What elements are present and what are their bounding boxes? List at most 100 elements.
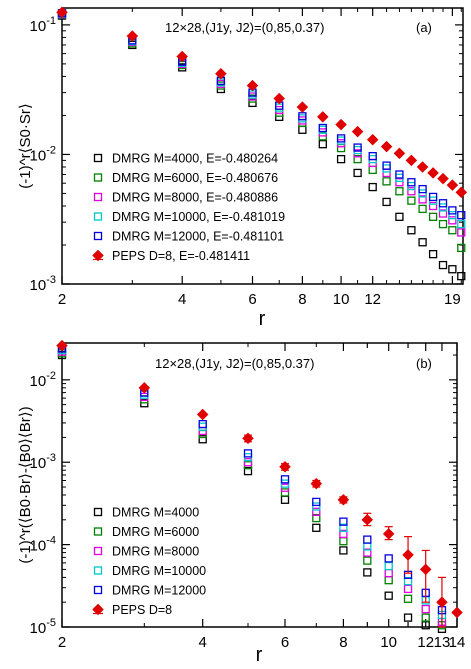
data-point bbox=[437, 172, 449, 185]
x-tick-label: 10 bbox=[333, 291, 350, 308]
data-point bbox=[448, 206, 457, 215]
data-point bbox=[368, 165, 377, 175]
data-point bbox=[243, 449, 253, 458]
data-point bbox=[312, 523, 321, 532]
data-point bbox=[448, 265, 457, 274]
x-tick-label: 19 bbox=[444, 291, 461, 308]
data-point bbox=[339, 537, 348, 546]
data-point bbox=[428, 212, 438, 221]
data-point bbox=[395, 187, 404, 196]
panel-a: 2 4 6 8 10 12 19 10-3 10-2 10-1 12×28,(J1y, J2)=(… bbox=[17, 6, 468, 330]
data-point bbox=[336, 134, 346, 143]
legend-entry: DMRG M=12000, E=-0.481101 bbox=[112, 230, 284, 244]
legend-marker bbox=[93, 546, 103, 556]
legend-entry: DMRG M=8000 bbox=[112, 545, 199, 559]
data-point bbox=[382, 528, 395, 540]
data-point bbox=[407, 187, 416, 196]
data-point bbox=[418, 195, 427, 204]
data-point bbox=[363, 548, 372, 557]
data-point bbox=[418, 184, 427, 194]
data-point bbox=[273, 92, 286, 105]
data-point bbox=[446, 179, 459, 191]
data-point bbox=[310, 477, 323, 490]
data-point bbox=[438, 199, 448, 208]
x-tick-label: 13 bbox=[434, 634, 451, 651]
data-point bbox=[138, 381, 151, 394]
data-point bbox=[384, 569, 393, 578]
data-point bbox=[428, 192, 438, 202]
x-tick-label: 12 bbox=[364, 291, 381, 308]
x-tick-label: 8 bbox=[339, 634, 347, 651]
data-point bbox=[280, 488, 290, 497]
data-point bbox=[198, 422, 207, 431]
series bbox=[56, 339, 463, 628]
data-point bbox=[382, 164, 391, 173]
legend-marker bbox=[92, 603, 104, 616]
data-point bbox=[312, 497, 321, 507]
legend-entry: DMRG M=4000, E=-0.480264 bbox=[112, 152, 278, 166]
data-point bbox=[363, 535, 372, 544]
data-point bbox=[403, 613, 413, 622]
data-point bbox=[56, 339, 68, 352]
legend-entry: DMRG M=6000 bbox=[112, 525, 199, 539]
data-point bbox=[418, 238, 427, 247]
data-point bbox=[418, 189, 427, 198]
x-tick-label: 14 bbox=[449, 634, 466, 651]
x-tick-label: 8 bbox=[298, 291, 306, 308]
y-tick-label: 10-4 bbox=[30, 535, 56, 555]
data-point bbox=[243, 458, 253, 467]
data-point bbox=[382, 197, 391, 207]
x-tick-label: 4 bbox=[199, 634, 207, 651]
data-point bbox=[382, 168, 391, 178]
x-tick-label: 10 bbox=[380, 634, 397, 651]
data-point bbox=[457, 210, 466, 220]
annotation-a: 12×28,(J1y, J2)=(0,85,0.37) bbox=[165, 20, 324, 35]
data-point bbox=[351, 125, 364, 138]
data-point bbox=[275, 105, 284, 115]
data-point bbox=[395, 212, 404, 221]
data-point bbox=[279, 460, 291, 473]
data-point bbox=[275, 112, 284, 122]
data-point bbox=[275, 108, 284, 117]
data-point bbox=[275, 103, 284, 112]
legend-entry: PEPS D=8, E=-0.481411 bbox=[112, 249, 250, 263]
legend-entry: DMRG M=10000, E=-0.481019 bbox=[112, 210, 285, 224]
plot-frame-a bbox=[61, 7, 464, 285]
data-point bbox=[416, 161, 429, 173]
data-point bbox=[457, 219, 466, 229]
data-point bbox=[368, 182, 377, 192]
data-point bbox=[407, 196, 416, 205]
data-point bbox=[438, 203, 448, 212]
x-tick-label: 2 bbox=[58, 634, 66, 651]
x-tick-label: 4 bbox=[178, 291, 186, 308]
data-point bbox=[280, 495, 290, 504]
y-tick-label: 10-5 bbox=[30, 617, 56, 637]
data-point bbox=[280, 479, 290, 488]
plot-frame-b bbox=[61, 342, 458, 628]
data-point bbox=[176, 50, 189, 63]
y-tick-label: 10-3 bbox=[30, 452, 56, 472]
data-point bbox=[298, 114, 307, 123]
data-marks-a bbox=[56, 6, 468, 281]
data-point bbox=[196, 408, 209, 421]
series bbox=[56, 6, 468, 199]
data-point bbox=[126, 30, 139, 42]
data-point bbox=[436, 596, 448, 609]
data-point bbox=[405, 154, 418, 167]
data-point bbox=[198, 419, 207, 429]
data-point bbox=[448, 226, 457, 235]
data-point bbox=[384, 591, 393, 600]
y-tick-label: 10-3 bbox=[30, 274, 56, 294]
data-point bbox=[407, 226, 416, 235]
y-tick-label: 10-1 bbox=[30, 15, 56, 35]
data-point bbox=[243, 466, 253, 476]
data-point bbox=[298, 118, 307, 128]
panel-label-b: (b) bbox=[416, 356, 432, 371]
data-point bbox=[339, 546, 348, 555]
data-point bbox=[395, 178, 404, 187]
data-point bbox=[457, 228, 466, 237]
data-point bbox=[438, 209, 448, 218]
data-point bbox=[353, 154, 362, 164]
data-point bbox=[312, 507, 321, 516]
